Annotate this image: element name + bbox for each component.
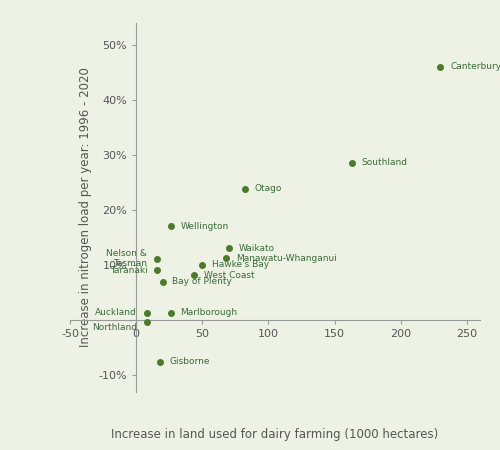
Text: Bay of Plenty: Bay of Plenty <box>172 277 233 286</box>
Text: Hawke's Bay: Hawke's Bay <box>212 261 270 270</box>
Text: Nelson &
Tasman: Nelson & Tasman <box>106 249 148 269</box>
Text: Canterbury: Canterbury <box>450 62 500 71</box>
Text: Waikato: Waikato <box>238 244 275 253</box>
Text: Gisborne: Gisborne <box>170 357 210 366</box>
Text: Taranaki: Taranaki <box>110 266 148 275</box>
Text: Auckland: Auckland <box>95 308 137 317</box>
Text: Marlborough: Marlborough <box>180 308 238 317</box>
X-axis label: Increase in land used for dairy farming (1000 hectares): Increase in land used for dairy farming … <box>112 428 438 441</box>
Text: Wellington: Wellington <box>180 222 228 231</box>
Text: West Coast: West Coast <box>204 271 255 280</box>
Text: Otago: Otago <box>254 184 282 194</box>
Text: Northland: Northland <box>92 323 137 332</box>
Y-axis label: Increase in nitrogen load per year: 1996 - 2020: Increase in nitrogen load per year: 1996… <box>78 67 92 347</box>
Text: Manawatu-Whanganui: Manawatu-Whanganui <box>236 254 337 263</box>
Text: Southland: Southland <box>362 158 408 167</box>
